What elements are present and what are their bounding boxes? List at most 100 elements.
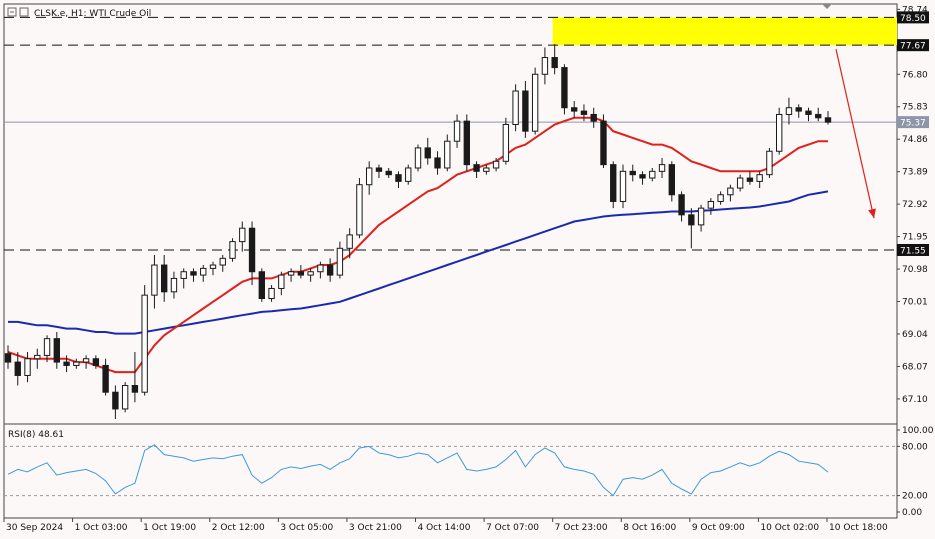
candles[interactable] xyxy=(4,44,832,419)
collapse-icon[interactable] xyxy=(7,7,17,17)
candle[interactable] xyxy=(541,47,549,85)
candle[interactable] xyxy=(317,261,324,279)
candle[interactable] xyxy=(375,164,383,179)
candle[interactable] xyxy=(278,271,285,296)
scroll-marker-icon[interactable] xyxy=(822,4,832,9)
candle[interactable] xyxy=(366,161,373,195)
price-tick-label: 70.98 xyxy=(902,265,928,275)
candle[interactable] xyxy=(219,254,226,272)
candle[interactable] xyxy=(531,67,539,135)
candle[interactable] xyxy=(121,382,129,413)
candle[interactable] xyxy=(551,44,558,75)
rsi-line xyxy=(7,444,829,497)
candle[interactable] xyxy=(483,164,490,175)
candle[interactable] xyxy=(102,358,109,396)
candle[interactable] xyxy=(73,358,80,369)
candle[interactable] xyxy=(307,268,314,282)
chart-type-icon[interactable] xyxy=(19,7,29,17)
candle[interactable] xyxy=(24,352,31,383)
candle[interactable] xyxy=(766,147,773,179)
candle[interactable] xyxy=(258,268,265,302)
candle[interactable] xyxy=(658,157,666,179)
candle[interactable] xyxy=(795,104,802,118)
candle[interactable] xyxy=(776,107,783,155)
candle[interactable] xyxy=(14,352,21,386)
candle[interactable] xyxy=(170,271,178,299)
candle[interactable] xyxy=(141,285,148,396)
candle[interactable] xyxy=(697,204,705,232)
candle[interactable] xyxy=(756,171,763,189)
candle[interactable] xyxy=(580,104,588,122)
candle[interactable] xyxy=(53,331,60,369)
candle[interactable] xyxy=(736,174,744,192)
candle[interactable] xyxy=(229,238,236,262)
candle-body xyxy=(678,194,685,216)
candle[interactable] xyxy=(414,144,422,172)
candle[interactable] xyxy=(502,117,510,165)
candle[interactable] xyxy=(34,348,41,369)
candle[interactable] xyxy=(512,84,519,132)
candle[interactable] xyxy=(492,157,500,172)
candle[interactable] xyxy=(346,228,353,259)
candle[interactable] xyxy=(200,265,207,282)
candle[interactable] xyxy=(444,134,451,172)
candle[interactable] xyxy=(395,171,402,189)
candle[interactable] xyxy=(268,285,275,302)
candle-body xyxy=(688,214,695,226)
candle[interactable] xyxy=(453,114,461,148)
candle[interactable] xyxy=(805,107,812,122)
candle[interactable] xyxy=(561,64,568,115)
candle[interactable] xyxy=(678,191,685,222)
candle-body xyxy=(209,264,217,269)
candle[interactable] xyxy=(785,97,793,125)
candle[interactable] xyxy=(473,161,480,179)
candle[interactable] xyxy=(92,355,100,369)
candle[interactable] xyxy=(180,268,187,289)
candle[interactable] xyxy=(356,178,363,239)
candle[interactable] xyxy=(717,191,724,205)
candle[interactable] xyxy=(161,254,168,302)
candle[interactable] xyxy=(131,352,139,403)
candle[interactable] xyxy=(385,167,392,179)
candle[interactable] xyxy=(434,151,441,175)
candle[interactable] xyxy=(815,107,822,122)
candle[interactable] xyxy=(600,114,607,168)
candle-body xyxy=(121,385,129,410)
candle[interactable] xyxy=(63,355,70,373)
candle[interactable] xyxy=(571,101,578,118)
candle[interactable] xyxy=(287,268,295,282)
candle[interactable] xyxy=(336,241,344,279)
candle[interactable] xyxy=(629,164,636,182)
candle[interactable] xyxy=(619,164,627,209)
candle[interactable] xyxy=(610,161,617,209)
candle[interactable] xyxy=(688,208,695,249)
candle-body xyxy=(82,358,90,363)
candle[interactable] xyxy=(4,345,12,369)
candle[interactable] xyxy=(151,254,158,309)
candle[interactable] xyxy=(463,114,470,172)
candle[interactable] xyxy=(248,221,256,286)
candle[interactable] xyxy=(707,198,715,215)
candle[interactable] xyxy=(239,221,246,252)
candle[interactable] xyxy=(112,385,119,419)
candle[interactable] xyxy=(424,137,431,165)
candle[interactable] xyxy=(668,161,675,202)
candle[interactable] xyxy=(649,167,656,182)
candle[interactable] xyxy=(824,111,832,125)
rsi-plot-frame xyxy=(3,423,898,519)
candle[interactable] xyxy=(43,335,51,363)
candle[interactable] xyxy=(746,171,754,185)
candle[interactable] xyxy=(82,355,90,369)
candle[interactable] xyxy=(326,258,334,282)
candle[interactable] xyxy=(522,80,529,138)
candle-body xyxy=(73,361,80,366)
candle[interactable] xyxy=(639,171,646,185)
candle[interactable] xyxy=(190,268,197,282)
candle[interactable] xyxy=(727,184,734,202)
candle[interactable] xyxy=(209,261,217,276)
candle[interactable] xyxy=(405,164,412,185)
candle[interactable] xyxy=(297,265,305,279)
candle[interactable] xyxy=(590,107,597,128)
